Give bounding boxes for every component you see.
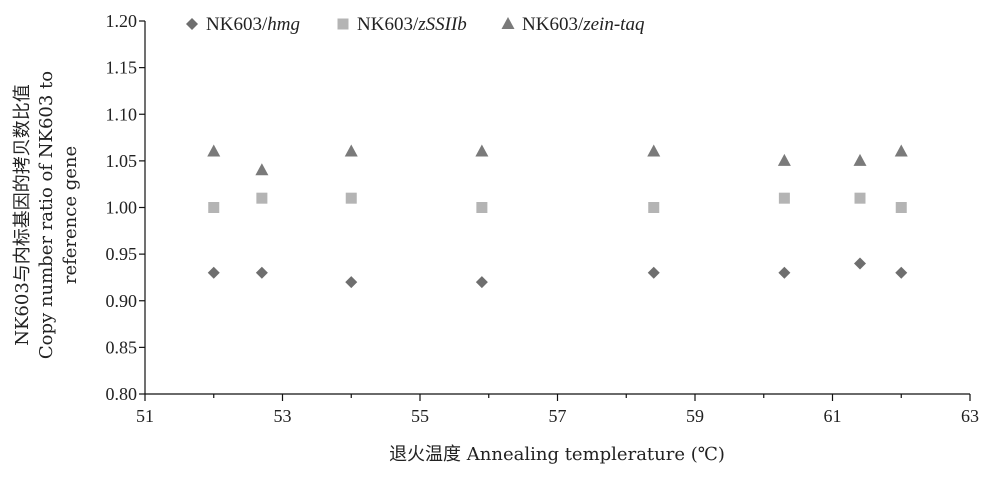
legend-label-gene: zein-taq xyxy=(582,14,645,35)
data-point-hmg xyxy=(345,276,358,289)
data-point-zSSIIb xyxy=(648,202,660,213)
y-tick-label: 0.95 xyxy=(106,244,138,264)
legend-label-gene: zSSIIb xyxy=(417,14,467,35)
data-point-zSSIIb xyxy=(476,202,488,213)
data-point-zSSIIb xyxy=(208,202,220,213)
data-point-zSSIIb xyxy=(778,192,790,204)
x-tick-label: 53 xyxy=(274,406,292,426)
data-points xyxy=(207,144,908,289)
data-point-hmg xyxy=(778,266,791,279)
x-tick-label: 57 xyxy=(549,406,567,426)
x-tick-label: 51 xyxy=(136,406,154,426)
y-axis-title-line: reference gene xyxy=(60,146,81,284)
data-point-hmg xyxy=(475,276,488,289)
legend-marker-hmg xyxy=(186,18,198,30)
data-point-zSSIIb xyxy=(256,192,268,204)
y-tick-label: 0.85 xyxy=(106,337,138,357)
legend-marker-zSSIIb xyxy=(337,18,349,30)
y-tick-label: 1.20 xyxy=(106,11,138,31)
x-tick-label: 61 xyxy=(824,406,842,426)
legend-label: NK603/hmg xyxy=(206,14,300,35)
data-point-hmg xyxy=(647,266,660,279)
legend-label-gene: hmg xyxy=(267,14,300,35)
x-axis-title: 退火温度 Annealing templerature (℃) xyxy=(389,444,725,465)
data-point-zein-taq xyxy=(344,144,358,157)
data-point-zSSIIb xyxy=(854,192,866,204)
x-axis-ticks: 51 53 55 57 59 61 63 xyxy=(136,394,979,426)
legend-label: NK603/zSSIIb xyxy=(357,14,467,35)
data-point-zein-taq xyxy=(853,153,867,166)
x-tick-label: 59 xyxy=(686,406,704,426)
data-point-hmg xyxy=(207,266,220,279)
legend-label: NK603/zein-taq xyxy=(522,14,645,35)
x-tick-label: 63 xyxy=(961,406,979,426)
data-point-zein-taq xyxy=(207,144,221,157)
data-point-hmg xyxy=(854,257,866,270)
data-point-zSSIIb xyxy=(345,192,357,204)
y-tick-label: 1.00 xyxy=(106,198,138,218)
data-point-hmg xyxy=(895,266,908,279)
data-point-zein-taq xyxy=(894,144,908,157)
legend-label-prefix: NK603/ xyxy=(206,14,268,35)
data-point-zein-taq xyxy=(475,144,489,157)
legend-label-prefix: NK603/ xyxy=(522,14,584,35)
data-point-zein-taq xyxy=(777,153,791,166)
y-tick-label: 0.80 xyxy=(106,384,138,404)
legend-marker-zein-taq xyxy=(501,17,515,29)
y-tick-label: 1.10 xyxy=(106,104,138,124)
x-tick-label: 55 xyxy=(411,406,429,426)
data-point-zSSIIb xyxy=(895,202,907,213)
legend-label-prefix: NK603/ xyxy=(357,14,419,35)
legend: NK603/hmg NK603/zSSIIb NK603/zein-taq xyxy=(186,14,645,35)
data-point-zein-taq xyxy=(647,144,661,157)
y-tick-label: 1.15 xyxy=(106,58,138,78)
y-axis-ticks: 0.80 0.85 0.90 0.95 1.00 1.05 1.10 1.15 1.20 xyxy=(106,11,145,404)
y-axis-title-line: NK603与内标基因的拷贝数比值 xyxy=(12,84,33,346)
data-point-hmg xyxy=(255,266,268,279)
y-axis-title-line: Copy number ratio of NK603 to xyxy=(36,71,57,359)
data-point-zein-taq xyxy=(255,163,269,176)
y-tick-label: 1.05 xyxy=(106,151,138,171)
y-axis-title: NK603与内标基因的拷贝数比值 Copy number ratio of NK6… xyxy=(12,71,81,359)
y-tick-label: 0.90 xyxy=(106,291,138,311)
